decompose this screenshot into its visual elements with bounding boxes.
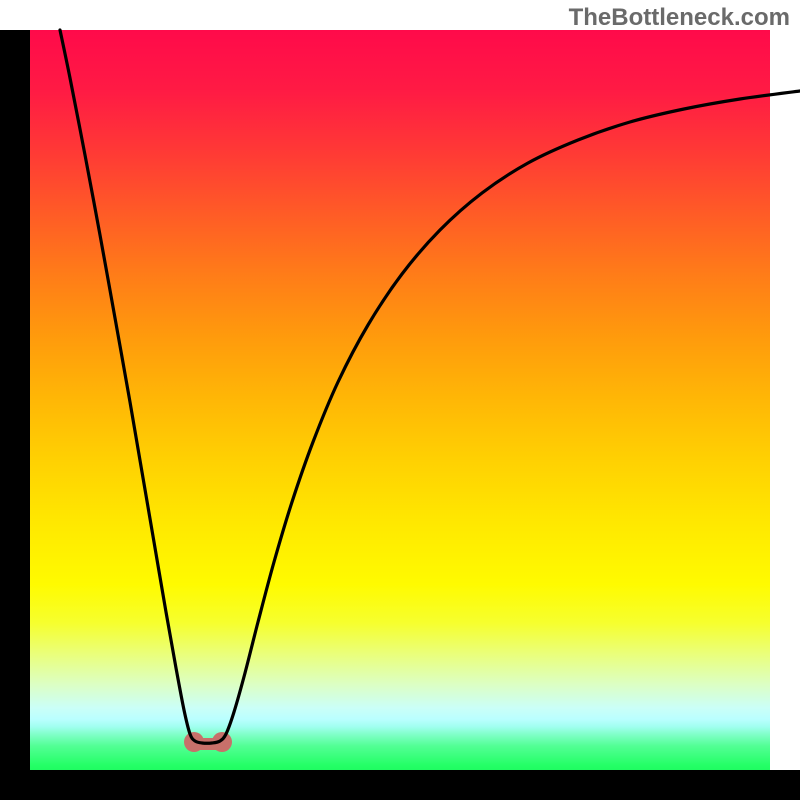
- frame-left: [0, 0, 30, 800]
- bottleneck-chart: [0, 0, 800, 800]
- chart-container: TheBottleneck.com: [0, 0, 800, 800]
- frame-right: [770, 30, 800, 770]
- watermark-text: TheBottleneck.com: [569, 4, 790, 32]
- frame-bottom: [0, 770, 800, 800]
- frame-corner-top-left: [0, 0, 30, 30]
- plot-background: [30, 30, 800, 800]
